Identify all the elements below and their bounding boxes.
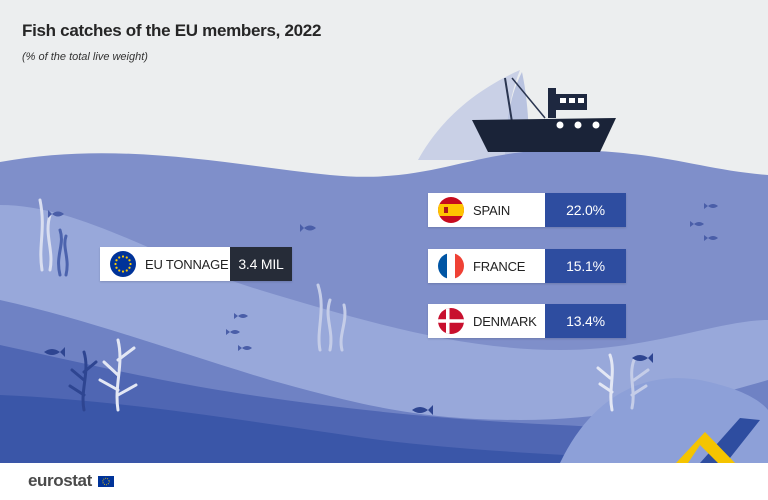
- country-label: SPAIN: [473, 202, 511, 218]
- eu-tonnage-card: EU TONNAGE 3.4 MIL: [100, 247, 292, 281]
- data-label: 15.1%: [545, 249, 626, 283]
- fish-icon: [44, 347, 653, 415]
- seaweed-icon: [38, 198, 53, 272]
- chart-subtitle: (% of the total live weight): [22, 51, 148, 63]
- country-label: DENMARK: [473, 313, 537, 329]
- seaweed-icon: [596, 353, 614, 412]
- data-label: 22.0%: [545, 193, 626, 227]
- eu-flag-icon: [110, 251, 136, 277]
- table-row: SPAIN 22.0%: [428, 193, 626, 227]
- eu-tonnage-value: 3.4 MIL: [230, 247, 292, 281]
- seaweed-icon: [630, 358, 650, 410]
- seaweed-icon: [98, 338, 138, 412]
- footer: eurostat: [0, 463, 768, 500]
- chart-title: Fish catches of the EU members, 2022: [22, 21, 322, 40]
- france-flag-icon: [438, 253, 464, 279]
- eu-tonnage-label: EU TONNAGE: [145, 256, 229, 272]
- seaweed-icon: [68, 350, 98, 412]
- seaweed-icon: [316, 283, 347, 352]
- logo-text: eurostat: [28, 471, 92, 490]
- country-label: FRANCE: [473, 258, 526, 274]
- seaweed-icon: [57, 228, 69, 277]
- fishing-boat-icon: [472, 77, 616, 152]
- table-row: DENMARK 13.4%: [428, 304, 626, 338]
- fish-icon: [48, 203, 718, 351]
- eu-flag-icon: [98, 476, 115, 488]
- denmark-flag-icon: [438, 308, 464, 334]
- eurostat-logo: eurostat: [28, 471, 115, 491]
- data-label: 13.4%: [545, 304, 626, 338]
- table-row: FRANCE 15.1%: [428, 249, 626, 283]
- spain-flag-icon: [438, 197, 464, 223]
